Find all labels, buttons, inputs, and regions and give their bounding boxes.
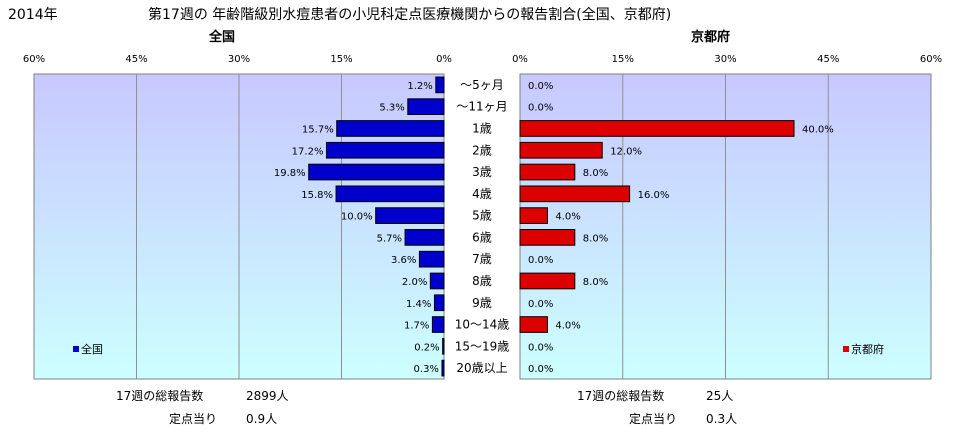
data-label-kyoto: 4.0% bbox=[555, 321, 580, 332]
category-label: 6歳 bbox=[472, 230, 492, 244]
bar-national bbox=[325, 141, 445, 159]
legend-swatch-kyoto bbox=[843, 346, 849, 352]
legend-label-national: 全国 bbox=[81, 342, 103, 356]
x-tick-label: 15% bbox=[330, 54, 352, 65]
bar-national bbox=[407, 98, 445, 116]
national-total-label: 17週の総報告数 bbox=[116, 389, 204, 403]
data-label-kyoto: 0.0% bbox=[528, 103, 553, 114]
bar-national bbox=[442, 337, 445, 355]
bar-national bbox=[404, 229, 445, 246]
data-label-national: 15.8% bbox=[301, 190, 333, 201]
bar-national bbox=[375, 207, 445, 224]
bar-kyoto bbox=[519, 272, 576, 290]
data-label-kyoto: 0.0% bbox=[528, 342, 553, 353]
bar-national bbox=[336, 120, 445, 137]
data-label-national: 1.4% bbox=[406, 299, 431, 310]
data-label-kyoto: 4.0% bbox=[555, 212, 580, 223]
bar-national bbox=[431, 316, 445, 333]
data-label-national: 15.7% bbox=[302, 124, 334, 135]
kyoto-per-label: 定点当り bbox=[629, 412, 678, 426]
data-label-national: 17.2% bbox=[292, 146, 324, 157]
category-label: 〜11ヶ月 bbox=[456, 100, 507, 114]
category-label: 10〜14歳 bbox=[455, 318, 510, 332]
category-label: 1歳 bbox=[472, 121, 492, 135]
bar-national bbox=[418, 250, 445, 268]
bar-national bbox=[335, 185, 445, 203]
kyoto-total-label: 17週の総報告数 bbox=[577, 389, 665, 403]
category-label: 20歳以上 bbox=[456, 361, 507, 375]
national-per-value: 0.9人 bbox=[246, 412, 278, 426]
data-label-kyoto: 0.0% bbox=[528, 299, 553, 310]
data-label-kyoto: 8.0% bbox=[583, 233, 608, 244]
x-tick-label: 45% bbox=[817, 54, 839, 65]
kyoto-per-value: 0.3人 bbox=[706, 412, 738, 426]
national-total-value: 2899人 bbox=[246, 389, 289, 403]
data-label-national: 1.7% bbox=[404, 321, 429, 332]
x-tick-label: 45% bbox=[125, 54, 147, 65]
category-label: 5歳 bbox=[472, 209, 492, 223]
bar-national bbox=[433, 294, 445, 312]
bar-kyoto bbox=[519, 207, 548, 224]
data-label-national: 19.8% bbox=[274, 168, 306, 179]
bar-kyoto bbox=[519, 163, 576, 181]
data-label-kyoto: 0.0% bbox=[528, 81, 553, 92]
data-label-kyoto: 12.0% bbox=[610, 146, 642, 157]
category-label: 8歳 bbox=[472, 274, 492, 288]
data-label-national: 5.7% bbox=[377, 233, 402, 244]
category-label: 9歳 bbox=[472, 296, 492, 310]
kyoto-total-value: 25人 bbox=[706, 389, 734, 403]
data-label-national: 10.0% bbox=[341, 212, 373, 223]
category-label: 15〜19歳 bbox=[455, 339, 510, 353]
bar-kyoto bbox=[519, 185, 631, 203]
bar-national bbox=[429, 272, 445, 290]
bar-kyoto bbox=[519, 141, 603, 159]
x-tick-label: 0% bbox=[436, 54, 452, 65]
data-label-kyoto: 0.0% bbox=[528, 364, 553, 375]
data-label-kyoto: 40.0% bbox=[802, 124, 834, 135]
category-label: 3歳 bbox=[472, 165, 492, 179]
category-label: 〜5ヶ月 bbox=[460, 78, 504, 92]
chart-title: 第17週の 年齢階級別水痘患者の小児科定点医療機関からの報告割合(全国、京都府) bbox=[148, 7, 672, 23]
x-tick-label: 0% bbox=[512, 54, 528, 65]
bar-national bbox=[435, 76, 445, 94]
category-label: 2歳 bbox=[472, 143, 492, 157]
x-tick-label: 30% bbox=[714, 54, 736, 65]
x-tick-label: 60% bbox=[920, 54, 942, 65]
data-label-national: 2.0% bbox=[402, 277, 427, 288]
category-label: 4歳 bbox=[472, 187, 492, 201]
bar-kyoto bbox=[519, 120, 795, 137]
bar-national bbox=[308, 163, 445, 181]
left-panel-title: 全国 bbox=[209, 30, 236, 45]
legend-label-kyoto: 京都府 bbox=[851, 342, 884, 356]
data-label-kyoto: 8.0% bbox=[583, 277, 608, 288]
x-tick-label: 30% bbox=[228, 54, 250, 65]
data-label-national: 0.3% bbox=[414, 364, 439, 375]
data-label-national: 1.2% bbox=[407, 81, 432, 92]
right-panel-title: 京都府 bbox=[691, 30, 731, 45]
bar-national bbox=[441, 359, 445, 377]
data-label-kyoto: 8.0% bbox=[583, 168, 608, 179]
legend-swatch-national bbox=[73, 346, 79, 352]
x-tick-label: 60% bbox=[23, 54, 45, 65]
chart-year: 2014年 bbox=[8, 7, 58, 23]
data-label-national: 0.2% bbox=[414, 342, 439, 353]
data-label-kyoto: 16.0% bbox=[638, 190, 670, 201]
bar-kyoto bbox=[519, 316, 548, 333]
data-label-national: 3.6% bbox=[391, 255, 416, 266]
data-label-national: 5.3% bbox=[379, 103, 404, 114]
data-label-kyoto: 0.0% bbox=[528, 255, 553, 266]
x-tick-label: 15% bbox=[612, 54, 634, 65]
bar-kyoto bbox=[519, 229, 576, 246]
national-per-label: 定点当り bbox=[169, 412, 218, 426]
category-label: 7歳 bbox=[472, 252, 492, 266]
